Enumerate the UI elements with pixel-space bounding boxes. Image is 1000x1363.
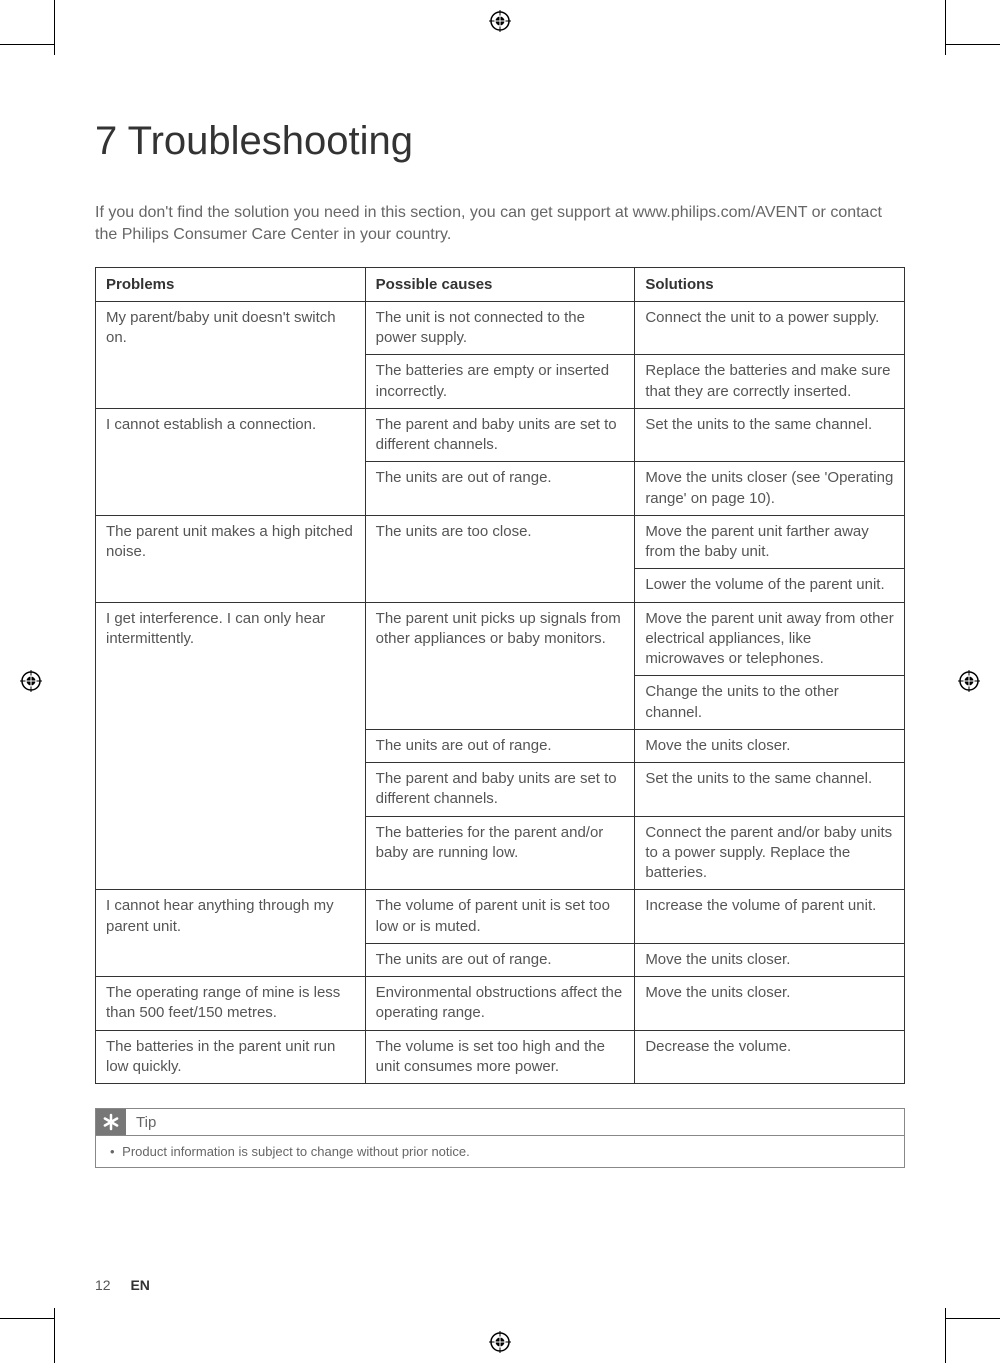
registration-mark-icon (958, 670, 980, 692)
registration-mark-icon (489, 10, 511, 32)
table-row: I get interference. I can only hear inte… (96, 602, 905, 676)
table-row: The operating range of mine is less than… (96, 977, 905, 1031)
table-cell-cause: The parent and baby units are set to dif… (365, 763, 635, 817)
table-cell-cause: The volume of parent unit is set too low… (365, 890, 635, 944)
table-cell-solution: Set the units to the same channel. (635, 408, 905, 462)
table-header-problems: Problems (96, 267, 366, 301)
table-cell-problem: I cannot hear anything through my parent… (96, 890, 366, 977)
tip-label: Tip (126, 1110, 166, 1135)
table-cell-problem: The operating range of mine is less than… (96, 977, 366, 1031)
table-cell-cause: The unit is not connected to the power s… (365, 301, 635, 355)
table-cell-problem: My parent/baby unit doesn't switch on. (96, 301, 366, 408)
table-row: The parent unit makes a high pitched noi… (96, 515, 905, 569)
table-cell-cause: The batteries for the parent and/or baby… (365, 816, 635, 890)
table-row: The batteries in the parent unit run low… (96, 1030, 905, 1084)
table-cell-solution: Lower the volume of the parent unit. (635, 569, 905, 602)
table-cell-solution: Move the parent unit farther away from t… (635, 515, 905, 569)
table-cell-cause: The volume is set too high and the unit … (365, 1030, 635, 1084)
table-cell-cause: The batteries are empty or inserted inco… (365, 355, 635, 409)
table-header-solutions: Solutions (635, 267, 905, 301)
table-cell-solution: Increase the volume of parent unit. (635, 890, 905, 944)
table-cell-solution: Move the units closer (see 'Operating ra… (635, 462, 905, 516)
page-number: 12 (95, 1277, 111, 1293)
table-row: My parent/baby unit doesn't switch on.Th… (96, 301, 905, 355)
table-cell-solution: Decrease the volume. (635, 1030, 905, 1084)
table-header-causes: Possible causes (365, 267, 635, 301)
tip-box: Tip Product information is subject to ch… (95, 1108, 905, 1168)
table-cell-cause: The units are out of range. (365, 729, 635, 762)
table-cell-problem: The parent unit makes a high pitched noi… (96, 515, 366, 602)
registration-mark-icon (20, 670, 42, 692)
table-cell-problem: I cannot establish a connection. (96, 408, 366, 515)
page-heading: 7 Troubleshooting (95, 119, 905, 164)
table-cell-solution: Connect the unit to a power supply. (635, 301, 905, 355)
asterisk-icon (96, 1109, 126, 1135)
table-cell-cause: Environmental obstructions affect the op… (365, 977, 635, 1031)
table-cell-solution: Move the parent unit away from other ele… (635, 602, 905, 676)
table-cell-solution: Replace the batteries and make sure that… (635, 355, 905, 409)
page-footer: 12 EN (95, 1277, 150, 1293)
table-cell-cause: The units are too close. (365, 515, 635, 602)
table-row: I cannot establish a connection.The pare… (96, 408, 905, 462)
registration-mark-icon (489, 1331, 511, 1353)
table-cell-problem: I get interference. I can only hear inte… (96, 602, 366, 890)
troubleshooting-table: Problems Possible causes Solutions My pa… (95, 267, 905, 1084)
table-row: I cannot hear anything through my parent… (96, 890, 905, 944)
intro-text: If you don't find the solution you need … (95, 202, 905, 247)
table-cell-cause: The parent unit picks up signals from ot… (365, 602, 635, 729)
table-cell-cause: The parent and baby units are set to dif… (365, 408, 635, 462)
table-cell-problem: The batteries in the parent unit run low… (96, 1030, 366, 1084)
language-code: EN (130, 1277, 149, 1293)
table-cell-solution: Move the units closer. (635, 943, 905, 976)
table-cell-cause: The units are out of range. (365, 462, 635, 516)
tip-content: Product information is subject to change… (96, 1136, 904, 1167)
table-cell-solution: Move the units closer. (635, 977, 905, 1031)
table-cell-cause: The units are out of range. (365, 943, 635, 976)
table-cell-solution: Change the units to the other channel. (635, 676, 905, 730)
table-cell-solution: Move the units closer. (635, 729, 905, 762)
table-cell-solution: Set the units to the same channel. (635, 763, 905, 817)
table-cell-solution: Connect the parent and/or baby units to … (635, 816, 905, 890)
